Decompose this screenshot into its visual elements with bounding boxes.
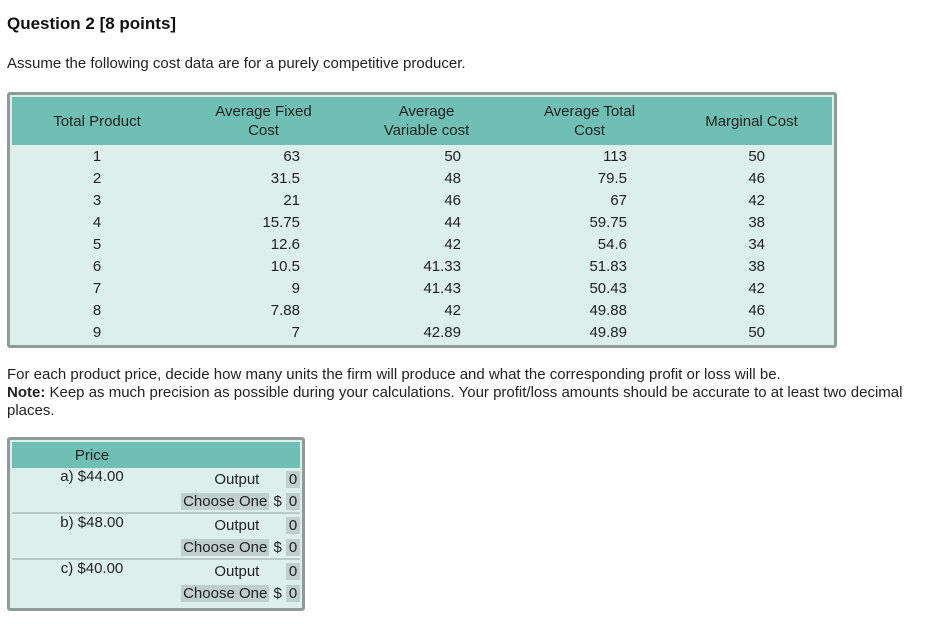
output-label: Output (214, 562, 260, 580)
cell-total-product: 2 (92, 169, 102, 187)
cell-mc: 50 (748, 147, 765, 165)
cell-afc: 7 (291, 323, 300, 341)
price-label: c) $40.00 (12, 558, 172, 582)
table-row: 5 12.6 42 54.6 34 (12, 233, 832, 255)
cell-total-product: 4 (92, 213, 102, 231)
instructions: For each product price, decide how many … (7, 366, 912, 420)
cell-avc: 41.33 (423, 257, 461, 275)
header-blank (172, 442, 300, 468)
cell-total-product: 3 (92, 191, 102, 209)
header-price: Price (12, 442, 172, 468)
output-label: Output (214, 470, 260, 488)
cost-table-frame: Total Product Average Fixed Cost Average… (7, 92, 837, 348)
header-total-product: Total Product (12, 97, 182, 145)
table-row: 8 7.88 42 49.88 46 (12, 299, 832, 321)
blank-cell (12, 490, 172, 513)
price-label: a) $44.00 (60, 468, 124, 485)
cell-avc: 50 (444, 147, 461, 165)
cell-atc: 67 (610, 191, 627, 209)
table-row: 9 7 42.89 49.89 50 (12, 321, 832, 343)
output-input[interactable]: 0 (286, 516, 300, 534)
cell-atc: 49.88 (589, 301, 627, 319)
note-text: Keep as much precision as possible durin… (7, 384, 903, 419)
cell-mc: 38 (748, 257, 765, 275)
table-row: 6 10.5 41.33 51.83 38 (12, 255, 832, 277)
intro-text: Assume the following cost data are for a… (7, 55, 466, 72)
header-avc: Average Variable cost (345, 97, 508, 145)
cell-atc: 59.75 (589, 213, 627, 231)
cell-avc: 42.89 (423, 323, 461, 341)
price-table-frame: Price a) $44.00 Output 0 Choose One $ 0 b)… (7, 437, 305, 611)
table-row: 2 31.5 48 79.5 46 (12, 167, 832, 189)
cell-atc: 113 (603, 147, 627, 165)
amount-input[interactable]: 0 (286, 584, 300, 602)
cell-avc: 44 (444, 213, 461, 231)
cell-total-product: 9 (92, 323, 102, 341)
cell-atc: 54.6 (597, 235, 627, 253)
amount-input[interactable]: 0 (286, 492, 300, 510)
question-title: Question 2 [8 points] (7, 14, 177, 33)
blank-cell (12, 536, 172, 559)
cell-mc: 46 (748, 169, 765, 187)
cell-avc: 42 (444, 301, 461, 319)
cell-avc: 46 (444, 191, 461, 209)
profit-loss-select[interactable]: Choose One (181, 538, 270, 556)
cell-afc: 15.75 (262, 213, 300, 231)
currency-symbol: $ (273, 538, 282, 556)
cell-afc: 12.6 (270, 235, 300, 253)
cost-table: Total Product Average Fixed Cost Average… (12, 97, 832, 343)
profit-loss-select[interactable]: Choose One (181, 492, 270, 510)
output-label: Output (214, 516, 260, 534)
output-input[interactable]: 0 (286, 470, 300, 488)
cell-avc: 48 (444, 169, 461, 187)
cell-total-product: 1 (92, 147, 102, 165)
cell-afc: 10.5 (270, 257, 300, 275)
cell-avc: 41.43 (423, 279, 461, 297)
cell-mc: 34 (748, 235, 765, 253)
cell-total-product: 5 (92, 235, 102, 253)
profit-loss-select[interactable]: Choose One (181, 584, 270, 602)
cell-mc: 50 (748, 323, 765, 341)
header-atc: Average Total Cost (508, 97, 671, 145)
cell-avc: 42 (444, 235, 461, 253)
price-table: Price a) $44.00 Output 0 Choose One $ 0 b)… (12, 442, 300, 604)
currency-symbol: $ (273, 584, 282, 602)
header-mc: Marginal Cost (671, 97, 832, 145)
cell-total-product: 6 (92, 257, 102, 275)
cell-atc: 50.43 (589, 279, 627, 297)
cell-mc: 42 (748, 279, 765, 297)
cell-atc: 51.83 (589, 257, 627, 275)
cell-total-product: 8 (92, 301, 102, 319)
table-row: 4 15.75 44 59.75 38 (12, 211, 832, 233)
table-row: 3 21 46 67 42 (12, 189, 832, 211)
table-row: 7 9 41.43 50.43 42 (12, 277, 832, 299)
cell-mc: 46 (748, 301, 765, 319)
cell-atc: 49.89 (589, 323, 627, 341)
table-row: 1 63 50 113 50 (12, 145, 832, 167)
cell-afc: 7.88 (270, 301, 300, 319)
amount-input[interactable]: 0 (286, 538, 300, 556)
header-afc: Average Fixed Cost (182, 97, 345, 145)
cell-afc: 63 (283, 147, 300, 165)
cell-atc: 79.5 (597, 169, 627, 187)
cell-mc: 42 (748, 191, 765, 209)
output-input[interactable]: 0 (286, 562, 300, 580)
instructions-text: For each product price, decide how many … (7, 366, 781, 383)
blank-cell (12, 582, 172, 604)
price-label: b) $48.00 (12, 512, 172, 536)
cell-total-product: 7 (92, 279, 102, 297)
currency-symbol: $ (273, 492, 282, 510)
cell-afc: 9 (291, 279, 300, 297)
cell-afc: 21 (283, 191, 300, 209)
note: Note: Keep as much precision as possible… (7, 384, 912, 420)
cell-afc: 31.5 (270, 169, 300, 187)
cell-mc: 38 (748, 213, 765, 231)
note-label: Note: (7, 384, 46, 401)
